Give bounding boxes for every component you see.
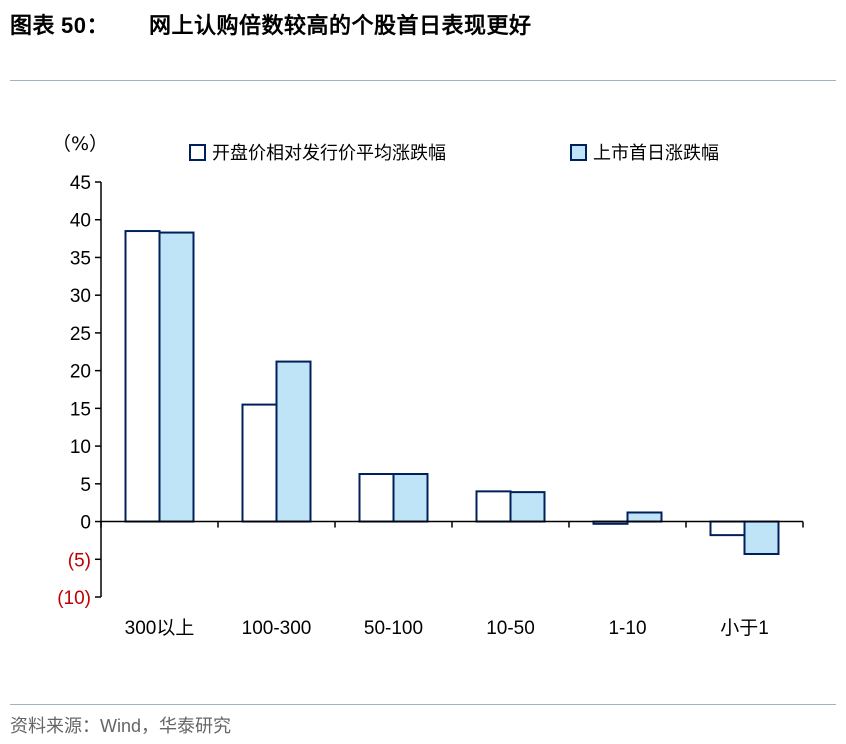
bar-first-day-3 <box>509 491 546 523</box>
bar-open-vs-issue-1 <box>241 403 278 523</box>
x-category-label: 50-100 <box>364 618 423 639</box>
legend-label-0: 开盘价相对发行价平均涨跌幅 <box>212 143 446 164</box>
bar-open-vs-issue-5 <box>709 520 746 537</box>
top-divider <box>10 80 836 81</box>
y-tick-label: 25 <box>70 324 91 345</box>
y-tick-label: 5 <box>80 475 91 496</box>
x-category-label: 10-50 <box>486 618 535 639</box>
y-tick-label: 10 <box>70 437 91 458</box>
figure-number: 50： <box>61 13 109 38</box>
bar-open-vs-issue-3 <box>475 490 512 523</box>
source-note: 资料来源：Wind，华泰研究 <box>10 712 231 738</box>
bar-first-day-1 <box>275 360 312 523</box>
y-tick-label: (10) <box>57 588 91 609</box>
y-tick-label: 30 <box>70 286 91 307</box>
bar-open-vs-issue-2 <box>358 473 395 523</box>
legend-label-1: 上市首日涨跌幅 <box>593 143 719 164</box>
y-tick-label: 0 <box>80 513 91 534</box>
figure-title: 图表 50： 网上认购倍数较高的个股首日表现更好 <box>10 8 532 40</box>
x-category-label: 1-10 <box>608 618 646 639</box>
bar-first-day-4 <box>626 511 663 523</box>
x-category-label: 300以上 <box>125 617 195 639</box>
source-prefix: 资料来源： <box>10 716 100 737</box>
legend-swatch-1 <box>570 144 587 161</box>
bar-first-day-5 <box>743 520 780 555</box>
x-category-label: 小于1 <box>720 617 769 639</box>
y-tick-label: 20 <box>70 362 91 383</box>
x-category-label: 100-300 <box>242 618 312 639</box>
bar-chart: 45 40 35 30 25 20 15 10 5 0 (5) (10) 300以上 100-300 50-… <box>52 133 804 639</box>
bar-first-day-2 <box>392 473 429 523</box>
y-tick-label: 35 <box>70 248 91 269</box>
figure-label: 图表 <box>10 14 56 39</box>
bar-open-vs-issue-0 <box>124 230 161 523</box>
source-wind: Wind <box>100 716 142 736</box>
y-tick-label: (5) <box>68 550 91 571</box>
bar-first-day-0 <box>158 231 195 523</box>
source-suffix: ，华泰研究 <box>141 716 232 737</box>
bottom-divider <box>10 704 836 705</box>
legend-swatch-0 <box>189 144 206 161</box>
y-tick-label: 15 <box>70 399 91 420</box>
y-unit-label: （%） <box>52 133 108 155</box>
figure-heading: 网上认购倍数较高的个股首日表现更好 <box>149 14 532 39</box>
y-tick-label: 45 <box>70 173 91 194</box>
y-tick-label: 40 <box>70 211 91 232</box>
